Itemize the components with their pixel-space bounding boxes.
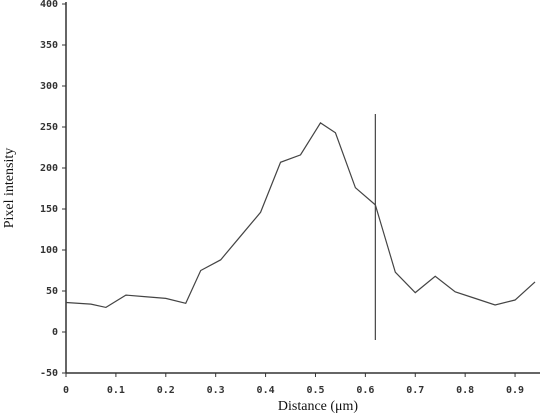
x-tick-label: 0.5	[306, 385, 324, 396]
x-tick-label: 0.4	[257, 385, 275, 396]
y-tick-label: 300	[40, 81, 58, 92]
y-tick-label: 200	[40, 163, 58, 174]
y-tick-label: -50	[40, 368, 58, 379]
y-axis-title: Pixel intensity	[2, 148, 17, 229]
x-tick-label: 0.6	[356, 385, 374, 396]
y-tick-label: 400	[40, 0, 58, 10]
y-tick-label: 350	[40, 40, 58, 51]
x-tick-label: 0.8	[456, 385, 474, 396]
x-tick-label: 0.9	[506, 385, 524, 396]
data-line	[65, 122, 536, 309]
x-tick-label: 0.3	[207, 385, 225, 396]
x-tick-label: 0.1	[107, 385, 125, 396]
y-tick-label: 50	[46, 286, 58, 297]
x-axis-title: Distance (μm)	[278, 399, 359, 414]
y-tick-label: 150	[40, 204, 58, 215]
x-tick-label: 0.2	[157, 385, 175, 396]
x-tick-label: 0.7	[406, 385, 424, 396]
y-tick-label: 250	[40, 122, 58, 133]
y-tick-label: 0	[52, 327, 58, 338]
y-tick-label: 100	[40, 245, 58, 256]
x-tick-label: 0	[63, 385, 69, 396]
